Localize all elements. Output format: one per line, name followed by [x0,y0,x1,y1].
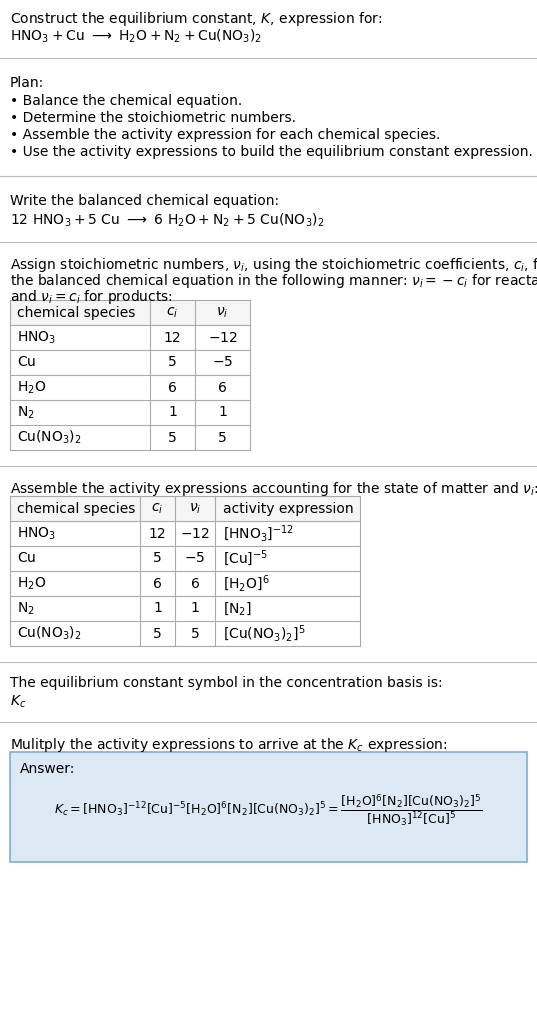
Text: 1: 1 [153,601,162,616]
Text: Answer:: Answer: [20,762,75,776]
Text: 5: 5 [191,627,199,640]
Text: chemical species: chemical species [17,501,135,516]
Text: • Balance the chemical equation.: • Balance the chemical equation. [10,94,242,108]
Bar [10,496,360,521]
Text: • Use the activity expressions to build the equilibrium constant expression.: • Use the activity expressions to build … [10,145,533,159]
Text: $[\mathrm{Cu(NO_3)_2}]^{5}$: $[\mathrm{Cu(NO_3)_2}]^{5}$ [223,623,306,643]
Text: $\mathrm{HNO_3}$: $\mathrm{HNO_3}$ [17,330,56,346]
Text: 1: 1 [218,405,227,420]
Text: $[\mathrm{H_2O}]^{6}$: $[\mathrm{H_2O}]^{6}$ [223,574,270,593]
Bar [10,300,250,325]
Text: $\nu_i$: $\nu_i$ [189,501,201,516]
Text: Construct the equilibrium constant, $K$, expression for:: Construct the equilibrium constant, $K$,… [10,10,382,28]
Text: $\mathrm{H_2O}$: $\mathrm{H_2O}$ [17,379,46,396]
Text: $K_c = [\mathrm{HNO_3}]^{-12} [\mathrm{Cu}]^{-5} [\mathrm{H_2O}]^{6} [\mathrm{N_: $K_c = [\mathrm{HNO_3}]^{-12} [\mathrm{C… [54,792,483,828]
Text: $\mathrm{HNO_3 + Cu}$$\mathrm{\ \longrightarrow\ H_2O + N_2 + Cu(NO_3)_2}$: $\mathrm{HNO_3 + Cu}$$\mathrm{\ \longrig… [10,28,262,45]
Text: $-12$: $-12$ [180,527,210,540]
Text: $c_i$: $c_i$ [151,501,164,516]
Text: the balanced chemical equation in the following manner: $\nu_i = -c_i$ for react: the balanced chemical equation in the fo… [10,272,537,290]
Text: activity expression: activity expression [223,501,354,516]
Text: $[\mathrm{N_2}]$: $[\mathrm{N_2}]$ [223,600,252,617]
Text: $\mathrm{H_2O}$: $\mathrm{H_2O}$ [17,575,46,592]
Text: Assign stoichiometric numbers, $\nu_i$, using the stoichiometric coefficients, $: Assign stoichiometric numbers, $\nu_i$, … [10,256,537,274]
Text: $c_i$: $c_i$ [166,305,179,320]
Text: 1: 1 [191,601,199,616]
Text: 5: 5 [168,431,177,444]
Text: $[\mathrm{Cu}]^{-5}$: $[\mathrm{Cu}]^{-5}$ [223,548,268,569]
Text: 1: 1 [168,405,177,420]
Text: The equilibrium constant symbol in the concentration basis is:: The equilibrium constant symbol in the c… [10,676,442,690]
Text: $\mathrm{Cu(NO_3)_2}$: $\mathrm{Cu(NO_3)_2}$ [17,625,82,642]
Text: $K_c$: $K_c$ [10,694,26,711]
Text: Assemble the activity expressions accounting for the state of matter and $\nu_i$: Assemble the activity expressions accoun… [10,480,537,498]
Text: • Assemble the activity expression for each chemical species.: • Assemble the activity expression for e… [10,128,440,142]
Text: $\mathrm{Cu}$: $\mathrm{Cu}$ [17,355,36,370]
Text: 12: 12 [149,527,166,540]
Text: and $\nu_i = c_i$ for products:: and $\nu_i = c_i$ for products: [10,288,173,306]
Text: 6: 6 [168,381,177,394]
Text: 5: 5 [168,355,177,370]
Text: Plan:: Plan: [10,76,44,90]
Text: 5: 5 [218,431,227,444]
Text: 5: 5 [153,627,162,640]
Text: $\mathrm{Cu(NO_3)_2}$: $\mathrm{Cu(NO_3)_2}$ [17,429,82,446]
Text: 6: 6 [153,577,162,590]
Text: 6: 6 [218,381,227,394]
Text: $[\mathrm{HNO_3}]^{-12}$: $[\mathrm{HNO_3}]^{-12}$ [223,524,294,544]
Text: $-5$: $-5$ [212,355,233,370]
FancyBboxPatch shape [10,752,527,862]
Text: $\mathrm{N_2}$: $\mathrm{N_2}$ [17,600,35,617]
Text: Write the balanced chemical equation:: Write the balanced chemical equation: [10,194,279,208]
Text: $\mathrm{N_2}$: $\mathrm{N_2}$ [17,404,35,421]
Text: Mulitply the activity expressions to arrive at the $K_c$ expression:: Mulitply the activity expressions to arr… [10,736,447,753]
Text: • Determine the stoichiometric numbers.: • Determine the stoichiometric numbers. [10,111,296,125]
Text: $\mathrm{12\ HNO_3 + 5\ Cu\ \longrightarrow\ 6\ H_2O + N_2 + 5\ Cu(NO_3)_2}$: $\mathrm{12\ HNO_3 + 5\ Cu\ \longrightar… [10,212,324,230]
Text: $\mathrm{Cu}$: $\mathrm{Cu}$ [17,551,36,566]
Text: 5: 5 [153,551,162,566]
Text: 6: 6 [191,577,199,590]
Text: $-12$: $-12$ [208,331,237,344]
Text: $\mathrm{HNO_3}$: $\mathrm{HNO_3}$ [17,525,56,542]
Text: 12: 12 [164,331,182,344]
Text: $\nu_i$: $\nu_i$ [216,305,229,320]
Text: chemical species: chemical species [17,305,135,320]
Text: $-5$: $-5$ [184,551,206,566]
